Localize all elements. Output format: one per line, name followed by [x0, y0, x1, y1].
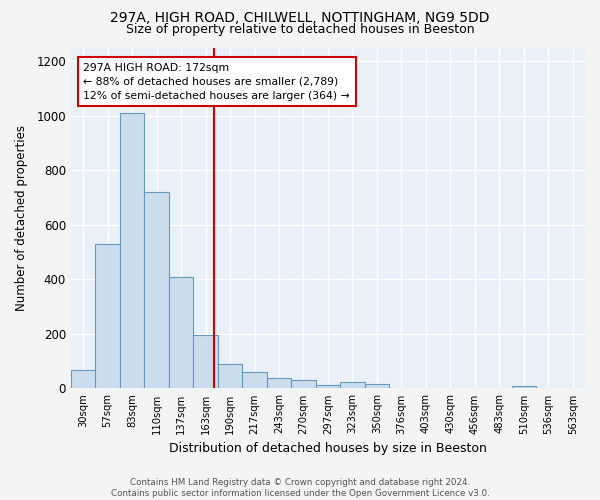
- Bar: [193, 334, 218, 388]
- Bar: [340, 382, 365, 388]
- Text: Contains HM Land Registry data © Crown copyright and database right 2024.
Contai: Contains HM Land Registry data © Crown c…: [110, 478, 490, 498]
- Bar: [365, 384, 389, 388]
- Bar: [120, 113, 145, 388]
- Text: 297A, HIGH ROAD, CHILWELL, NOTTINGHAM, NG9 5DD: 297A, HIGH ROAD, CHILWELL, NOTTINGHAM, N…: [110, 11, 490, 25]
- Text: Size of property relative to detached houses in Beeston: Size of property relative to detached ho…: [125, 22, 475, 36]
- X-axis label: Distribution of detached houses by size in Beeston: Distribution of detached houses by size …: [169, 442, 487, 455]
- Bar: [218, 364, 242, 388]
- Bar: [267, 378, 291, 388]
- Bar: [71, 370, 95, 388]
- Text: 297A HIGH ROAD: 172sqm
← 88% of detached houses are smaller (2,789)
12% of semi-: 297A HIGH ROAD: 172sqm ← 88% of detached…: [83, 62, 350, 100]
- Bar: [95, 244, 120, 388]
- Bar: [242, 372, 267, 388]
- Bar: [512, 386, 536, 388]
- Bar: [169, 278, 193, 388]
- Bar: [316, 384, 340, 388]
- Bar: [291, 380, 316, 388]
- Bar: [145, 192, 169, 388]
- Y-axis label: Number of detached properties: Number of detached properties: [15, 125, 28, 311]
